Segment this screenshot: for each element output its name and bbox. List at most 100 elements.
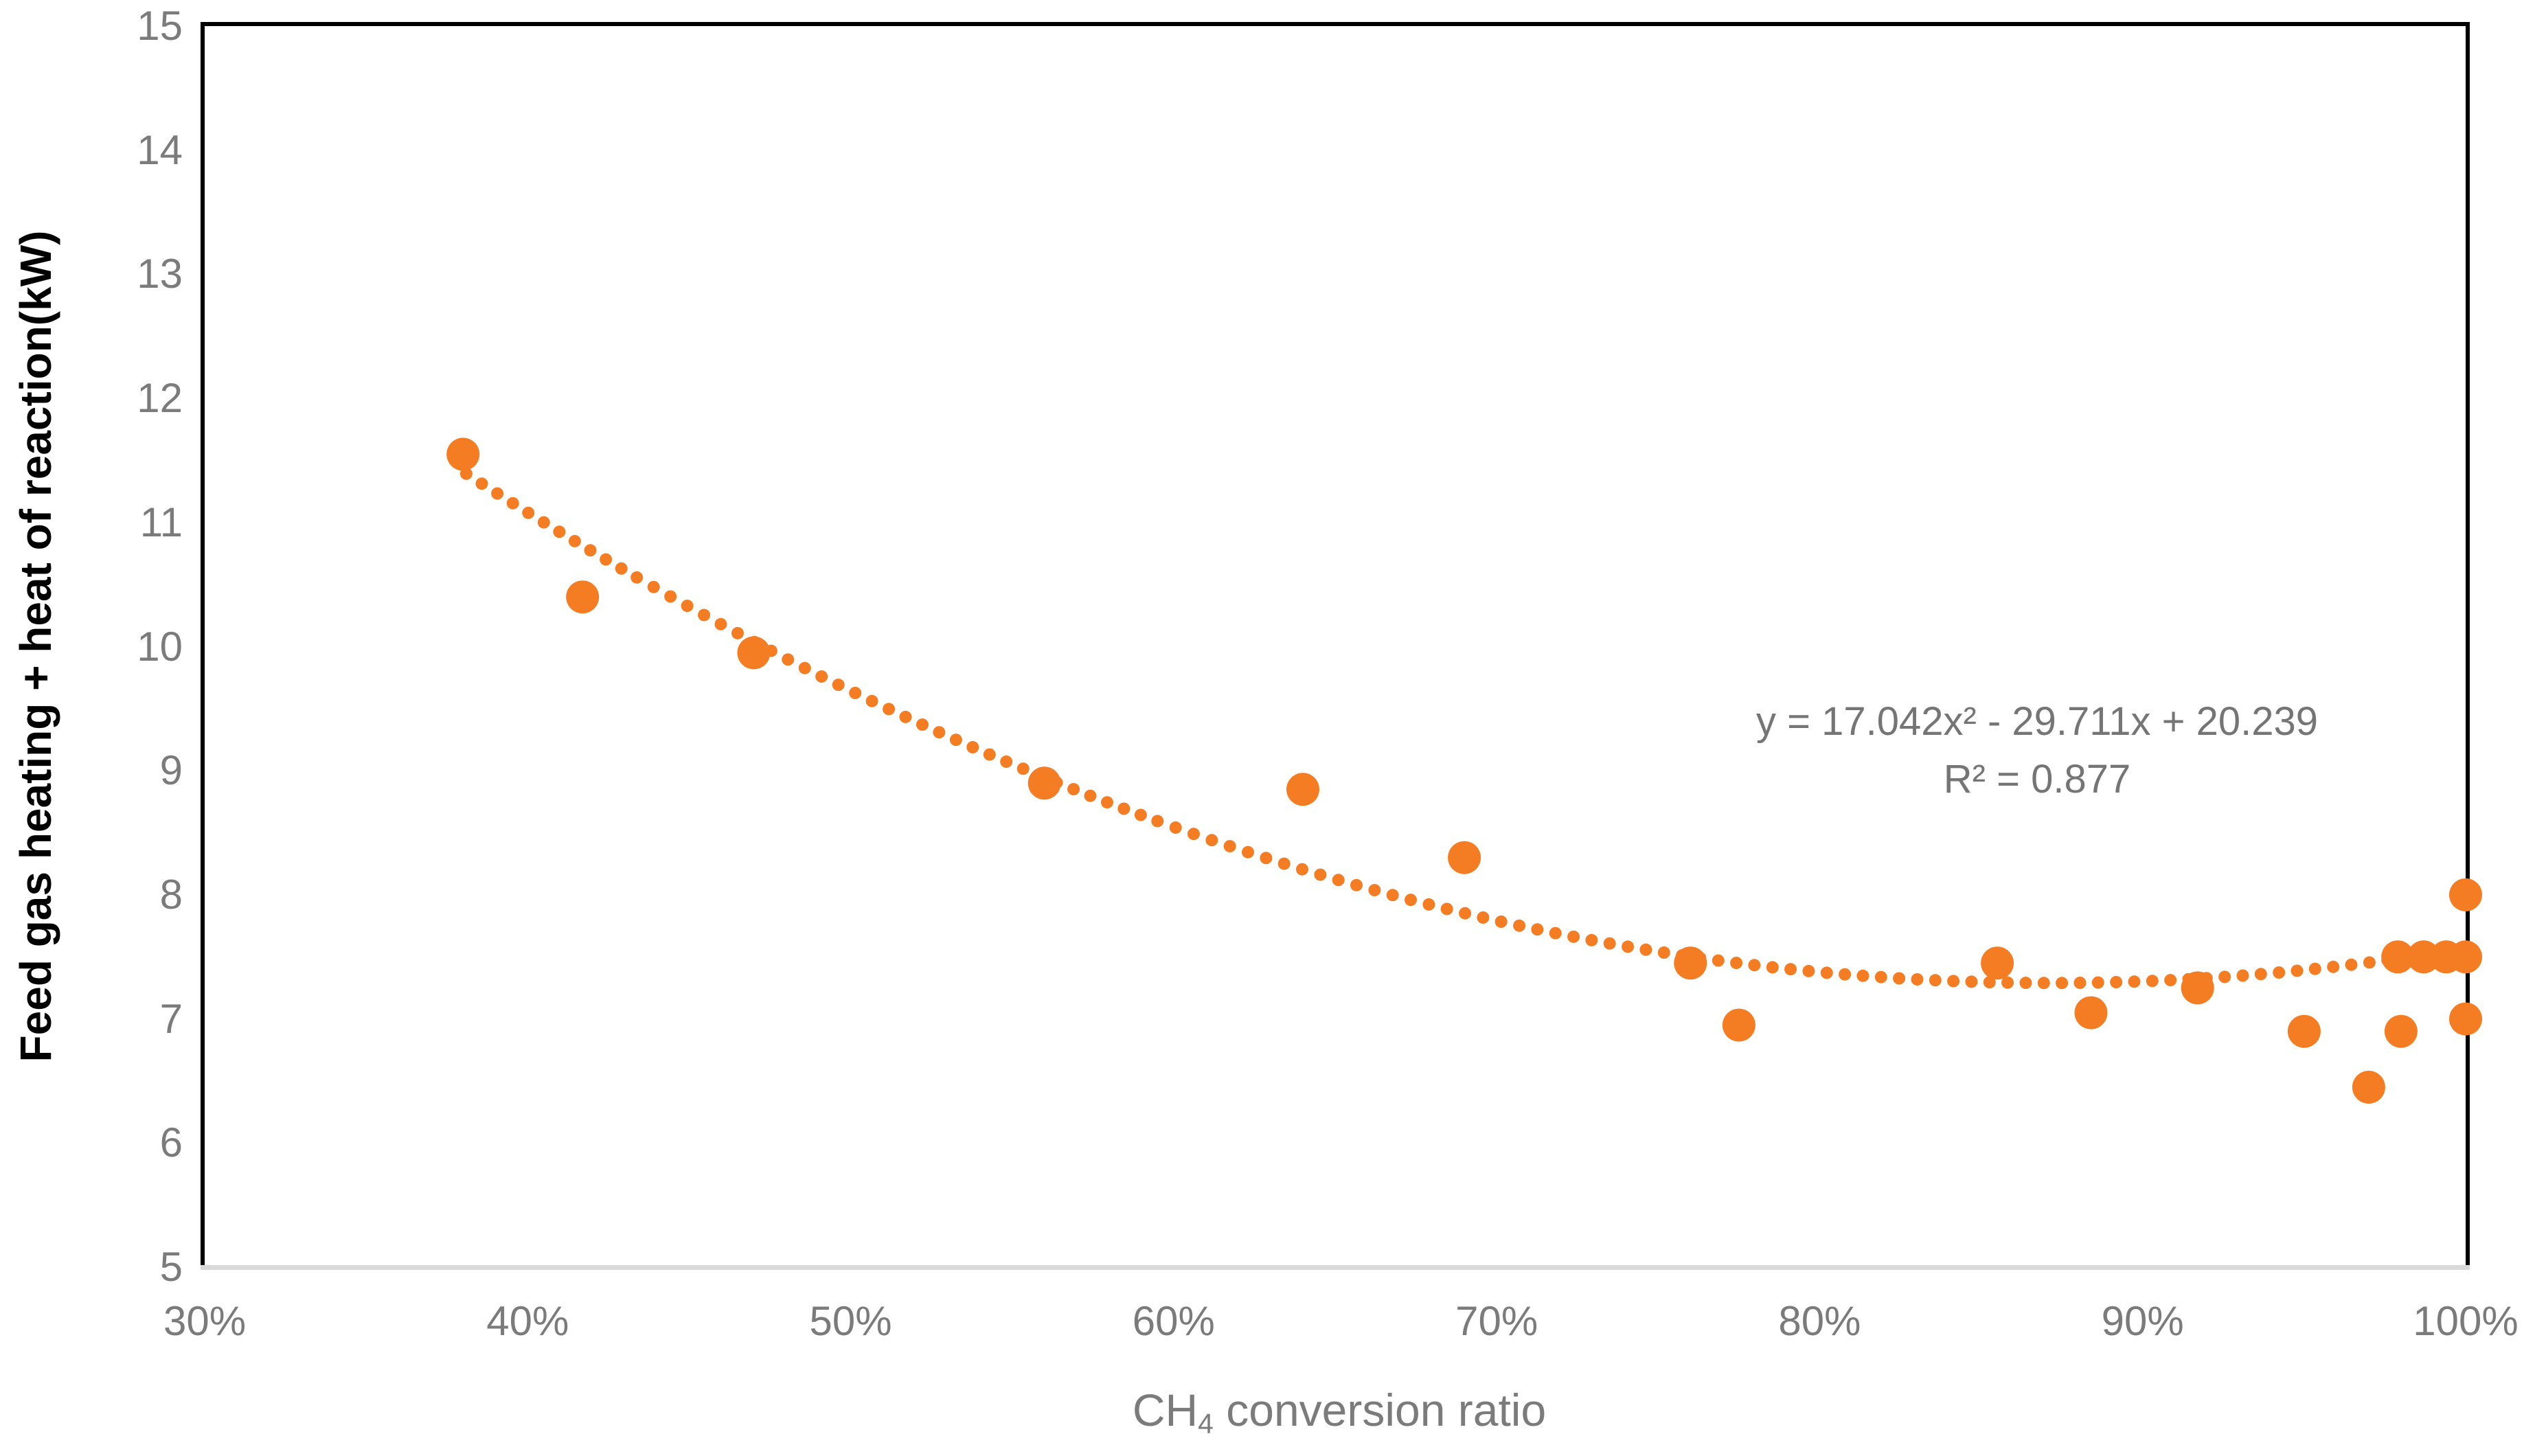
- trendline-dot: [1585, 933, 1598, 946]
- x-axis-line: [201, 1265, 2470, 1270]
- trendline-dot: [491, 487, 504, 500]
- x-axis-title-subscript: 4: [1198, 1408, 1214, 1440]
- trendline-dot: [1422, 898, 1435, 911]
- trendline-dot: [2345, 958, 2358, 971]
- data-point-marker: [1448, 841, 1481, 874]
- trendline-dot: [568, 534, 581, 547]
- trendline-dot: [1622, 940, 1635, 953]
- trendline-dot: [782, 653, 795, 666]
- trendline-r-squared: R² = 0.877: [1943, 757, 2131, 801]
- data-point-marker: [1981, 946, 2014, 980]
- trendline-dot: [1494, 915, 1508, 928]
- trendline-dot: [1965, 975, 1978, 988]
- trendline-dot: [1766, 961, 1779, 974]
- trendline-dot: [949, 733, 962, 747]
- trendline-dot: [798, 661, 811, 674]
- trendline-dot: [475, 477, 488, 490]
- data-point-marker: [1722, 1008, 1755, 1042]
- data-point-marker: [2407, 940, 2440, 974]
- trendline-dot: [1187, 828, 1200, 841]
- trendline-dot: [1296, 863, 1308, 876]
- trendline-dot: [1134, 808, 1147, 821]
- plot-border-left: [201, 22, 205, 1270]
- trendline-dot: [883, 703, 896, 716]
- trendline-dot: [1117, 802, 1130, 815]
- trendline-dot: [1169, 821, 1182, 834]
- x-axis-title-suffix: conversion ratio: [1213, 1384, 1547, 1435]
- data-point-marker: [446, 437, 480, 471]
- trendline-dot: [933, 726, 946, 739]
- trendline-dot: [849, 687, 862, 699]
- trendline-dot: [1459, 907, 1472, 920]
- x-tick-label-50: 50%: [809, 1298, 892, 1344]
- y-tick-label-15: 15: [137, 3, 183, 49]
- x-tick-label-40: 40%: [486, 1298, 569, 1344]
- trendline-dot: [698, 608, 711, 622]
- trendline-dot: [1386, 889, 1399, 902]
- trendline-dot: [1260, 852, 1273, 865]
- trendline-dot: [1016, 762, 1030, 775]
- trendline-dot: [2327, 960, 2340, 973]
- trendline-dot: [899, 710, 912, 723]
- data-point-marker: [737, 636, 771, 670]
- data-point-marker: [566, 580, 600, 614]
- trendline-dot: [630, 571, 644, 584]
- trendline-dot: [2290, 964, 2304, 977]
- trendline-equation-annotation: y = 17.042x² - 29.711x + 20.239 R² = 0.8…: [1756, 693, 2318, 808]
- trendline-dot: [1000, 755, 1013, 768]
- trendline-dot: [2001, 976, 2014, 989]
- trendline-dot: [1151, 815, 1164, 828]
- trendline-dot: [1440, 902, 1453, 915]
- trendline-dot: [1730, 957, 1743, 969]
- trendline-dot: [1712, 954, 1725, 967]
- trendline-dot: [1874, 970, 1887, 983]
- data-point-marker: [2449, 1002, 2482, 1036]
- trendline-dot: [1223, 840, 1236, 853]
- x-axis-title: CH4 conversion ratio: [1133, 1384, 1546, 1440]
- trendline-dot: [2363, 956, 2376, 969]
- data-point-marker: [1286, 773, 1319, 806]
- trendline-equation: y = 17.042x² - 29.711x + 20.239: [1756, 699, 2318, 744]
- trendline-dot: [966, 741, 979, 753]
- trendline-dot: [2146, 975, 2159, 988]
- trendline-dot: [1820, 966, 1833, 979]
- y-tick-label-8: 8: [159, 871, 183, 918]
- data-point-marker: [2384, 1014, 2418, 1048]
- x-axis-title-prefix: CH: [1132, 1384, 1198, 1435]
- data-point-marker: [1674, 946, 1707, 980]
- trendline-dot: [916, 718, 929, 731]
- y-tick-label-14: 14: [137, 126, 183, 173]
- data-point-marker: [2181, 971, 2214, 1005]
- trendline-dot: [1101, 796, 1113, 809]
- trendline-dot: [1893, 972, 1906, 985]
- trendline-dot: [1856, 969, 1869, 982]
- data-point-marker: [2449, 940, 2482, 974]
- trendline-dot: [731, 626, 744, 639]
- trendline-dot: [615, 562, 628, 575]
- y-tick-label-11: 11: [139, 499, 183, 545]
- trendline-dot: [2091, 976, 2104, 989]
- trendline-dot: [506, 497, 519, 510]
- trendline-dot: [2164, 974, 2177, 987]
- y-tick-label-7: 7: [159, 995, 183, 1042]
- trendline-dot: [1084, 789, 1097, 802]
- x-tick-label-90: 90%: [2101, 1298, 2184, 1344]
- trendline-dot: [1332, 874, 1345, 887]
- data-point-marker: [2352, 1071, 2385, 1104]
- trendline-dot: [1314, 868, 1327, 881]
- trendline-dot: [1567, 930, 1580, 943]
- trendline-dot: [2218, 970, 2231, 983]
- trendline-dot: [1205, 834, 1218, 847]
- data-point-marker: [1027, 766, 1061, 800]
- trendline-dot: [1911, 973, 1924, 986]
- data-point-marker: [2074, 996, 2108, 1030]
- trendline-dot: [832, 679, 845, 692]
- y-tick-label-9: 9: [159, 747, 183, 794]
- trendline-dot: [714, 617, 727, 630]
- trendline-dot: [1983, 976, 1996, 989]
- trendline-dot: [1929, 974, 1942, 987]
- trendline-dot: [983, 748, 996, 761]
- trendline-dot: [1657, 946, 1670, 959]
- x-tick-label-80: 80%: [1778, 1298, 1861, 1344]
